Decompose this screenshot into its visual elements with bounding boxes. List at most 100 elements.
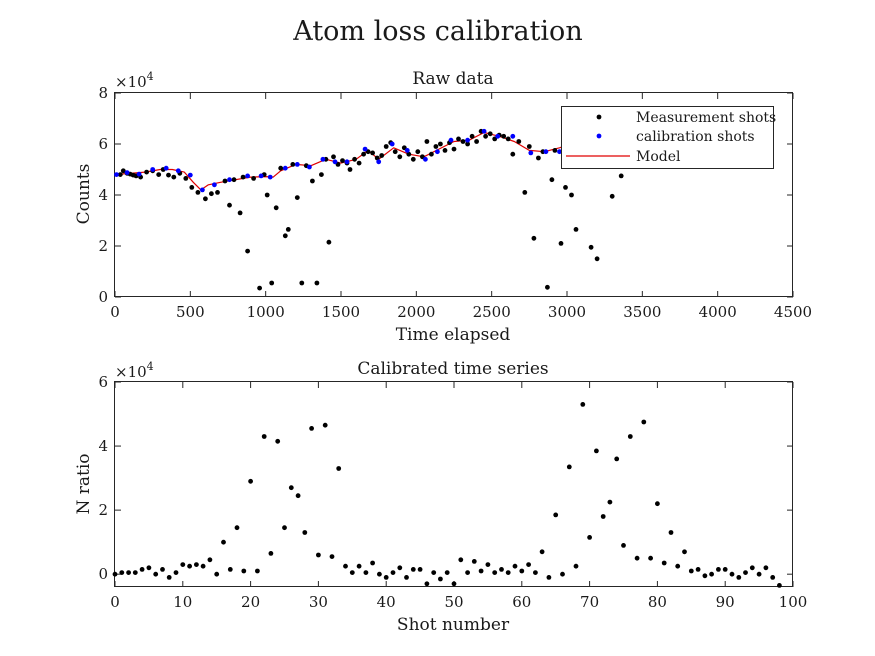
n-ratio-point: [763, 565, 769, 571]
n-ratio-point: [397, 565, 403, 571]
raw-data-x-tick-label: 3500: [623, 303, 661, 321]
n-ratio-point: [302, 530, 308, 535]
calibrated-y-tick-label: 2: [98, 501, 108, 519]
n-ratio-point: [526, 562, 531, 567]
n-ratio-point: [668, 530, 674, 535]
measurement-point: [299, 280, 305, 286]
measurement-point: [189, 185, 195, 190]
measurement-point: [545, 284, 550, 290]
calibrated-axes-frame: [114, 381, 793, 587]
n-ratio-point: [614, 456, 620, 462]
n-ratio-point: [573, 563, 579, 569]
n-ratio-point: [533, 570, 538, 575]
raw-data-x-tick-label: 4500: [774, 303, 812, 321]
n-ratio-point: [248, 478, 254, 484]
measurement-point: [117, 172, 123, 178]
n-ratio-point: [600, 514, 606, 519]
measurement-point: [483, 133, 488, 139]
raw-data-y-exponent-base: ×10: [115, 73, 147, 91]
measurement-point: [166, 172, 171, 178]
measurement-point: [563, 185, 568, 190]
n-ratio-point: [560, 571, 565, 577]
measurement-point: [609, 193, 615, 199]
raw-data-y-axis-label: Counts: [74, 164, 94, 225]
n-ratio-point: [234, 525, 240, 531]
measurement-point: [397, 154, 403, 160]
n-ratio-point: [227, 567, 233, 572]
n-ratio-point: [180, 562, 186, 567]
calibration-point: [187, 172, 193, 178]
n-ratio-point: [729, 571, 735, 577]
calibrated-x-tick-label: 80: [648, 593, 667, 611]
n-ratio-point: [160, 567, 165, 572]
raw-data-y-tick-label: 8: [98, 84, 108, 102]
n-ratio-point: [675, 563, 681, 569]
measurement-point: [264, 192, 270, 198]
n-ratio-point: [499, 567, 504, 572]
calibration-point: [423, 156, 428, 162]
calibrated-x-tick-label: 50: [444, 593, 463, 611]
calibrated-y-tick-label: 0: [98, 565, 108, 583]
measurement-point: [282, 233, 288, 239]
n-ratio-point: [132, 570, 138, 575]
calibrated-x-axis-label: Shot number: [397, 615, 510, 635]
calibrated-y-exponent-base: ×10: [115, 363, 147, 381]
n-ratio-point: [322, 422, 328, 428]
n-ratio-point: [363, 570, 369, 575]
calibration-point: [163, 165, 169, 171]
measurement-point: [392, 149, 398, 155]
n-ratio-point: [166, 575, 172, 580]
measurement-point: [347, 167, 353, 172]
calibrated-x-tick-label: 10: [173, 593, 192, 611]
n-ratio-point: [173, 570, 179, 575]
calibration-point: [294, 162, 300, 167]
n-ratio-point: [410, 567, 416, 572]
raw-data-x-tick-label: 2500: [473, 303, 511, 321]
calibrated-marks: 0 10 20 30 40 50 60 70 80 90 100 0 2 4 6: [98, 373, 807, 611]
n-ratio-point: [722, 567, 728, 572]
n-ratio-point: [627, 434, 633, 439]
measurement-point: [558, 241, 564, 246]
measurement-point: [294, 195, 300, 201]
legend-measurement-marker: [596, 114, 602, 120]
measurement-point: [227, 202, 232, 208]
n-ratio-point: [404, 575, 409, 580]
raw-data-title: Raw data: [412, 69, 493, 89]
measurement-point: [383, 144, 389, 149]
calibration-point: [465, 137, 470, 143]
n-ratio-point: [777, 583, 782, 588]
n-ratio-point: [587, 535, 592, 540]
measurement-point: [340, 158, 345, 164]
n-ratio-point: [688, 568, 694, 574]
n-ratio-point: [349, 570, 355, 575]
n-ratio-point: [621, 543, 626, 548]
calibration-point: [150, 167, 156, 172]
measurement-point: [536, 155, 541, 161]
raw-data-plot: Raw data Time elapsed Counts ×104 0 500 10…: [74, 69, 812, 345]
measurement-point: [156, 172, 162, 178]
measurement-point: [552, 148, 558, 153]
n-ratio-point: [743, 570, 748, 575]
measurement-point: [370, 150, 375, 156]
n-ratio-point: [417, 567, 423, 572]
calibration-point: [389, 141, 395, 147]
measurement-point: [285, 227, 291, 232]
calibrated-x-tick-label: 20: [241, 593, 260, 611]
calibrated-y-exponent-power: 4: [147, 360, 154, 373]
measurement-point: [573, 227, 579, 232]
measurement-point: [215, 190, 220, 195]
measurement-point: [451, 146, 457, 152]
n-ratio-point: [261, 434, 267, 439]
measurement-point: [594, 256, 600, 262]
measurement-point: [424, 139, 430, 144]
calibration-point: [543, 149, 549, 155]
measurement-point: [531, 235, 537, 241]
measurement-point: [487, 131, 493, 137]
n-ratio-point: [356, 563, 362, 569]
n-ratio-point: [214, 571, 220, 577]
calibration-point: [404, 148, 410, 153]
calibration-point: [557, 149, 562, 155]
legend-calibration-label: calibration shots: [636, 129, 755, 145]
calibration-point: [114, 172, 119, 178]
n-ratio-point: [329, 554, 335, 559]
